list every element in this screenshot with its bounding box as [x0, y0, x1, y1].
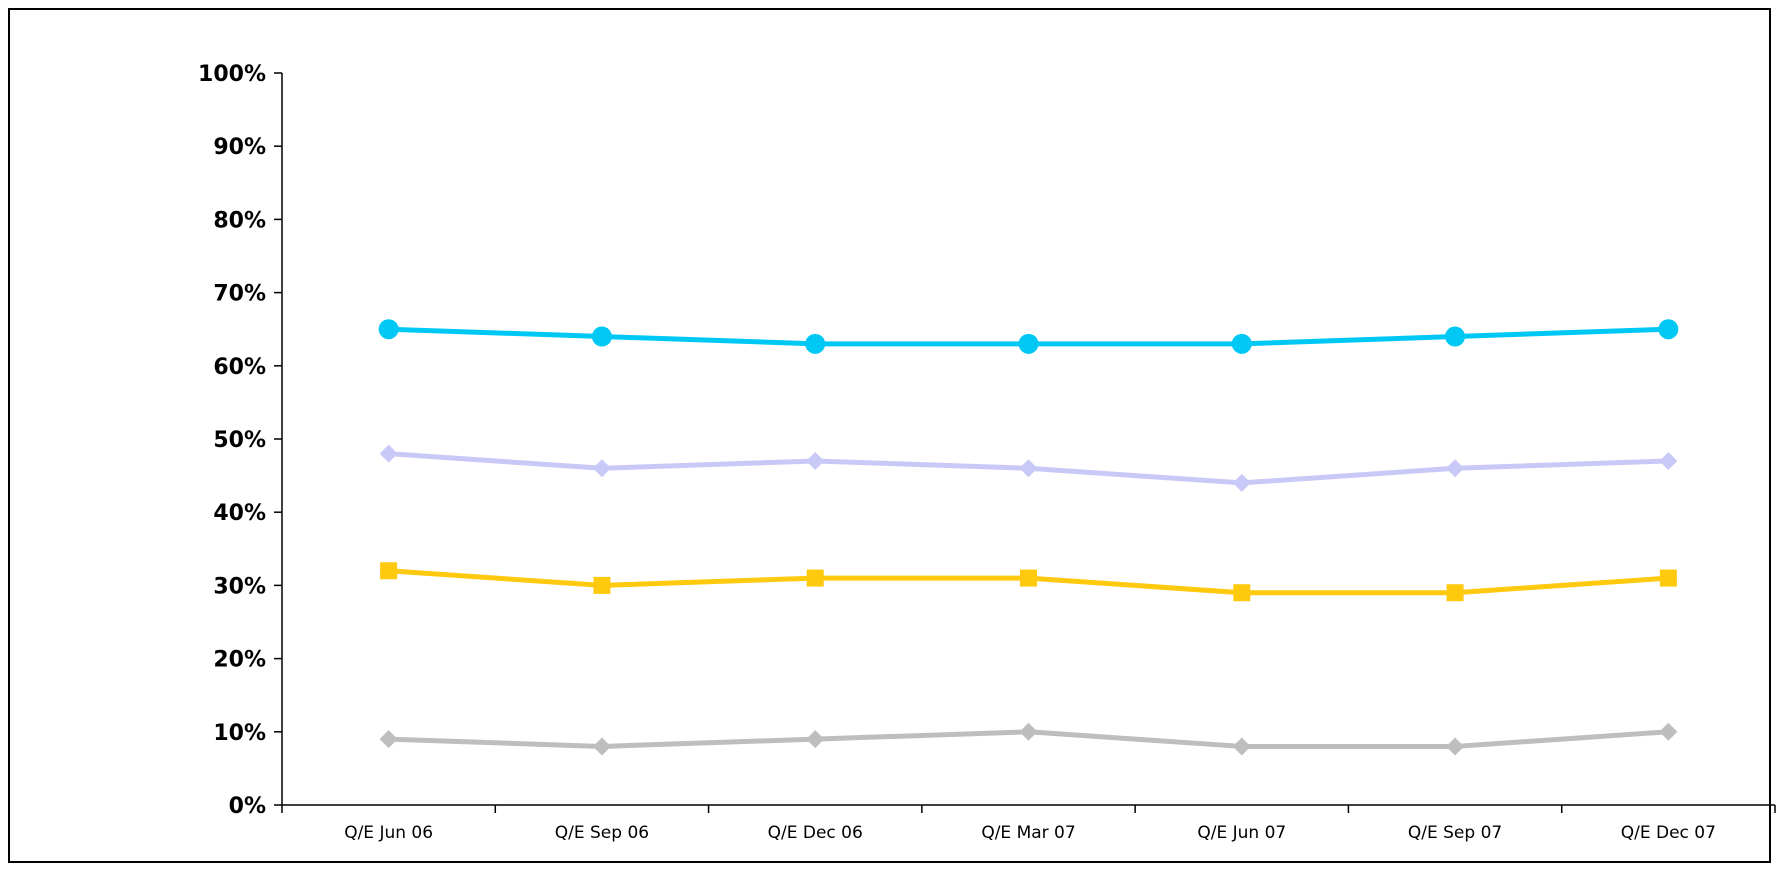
data-point — [592, 459, 611, 478]
x-tick-label: Q/E Sep 07 — [1408, 823, 1502, 843]
data-point — [380, 562, 398, 580]
x-tick-label: Q/E Sep 06 — [555, 823, 649, 843]
y-tick-label: 50% — [213, 428, 266, 453]
y-tick-label: 70% — [213, 282, 266, 307]
y-axis-tick-labels: 0% 10% 20% 30% 40% 50% 60% 70% 80% 90% 100% — [198, 62, 266, 819]
series-lines — [378, 319, 1679, 756]
data-point — [1233, 584, 1251, 602]
y-tick-label: 10% — [213, 721, 266, 746]
data-point — [805, 333, 826, 354]
series-1 — [378, 319, 1679, 354]
data-point — [591, 326, 612, 347]
data-point — [1231, 333, 1252, 354]
data-point — [1445, 326, 1466, 347]
data-point — [1019, 459, 1038, 478]
x-axis-tick-labels: Q/E Jun 06 Q/E Sep 06 Q/E Dec 06 Q/E Mar 07… — [344, 823, 1716, 843]
x-tick-label: Q/E Dec 06 — [768, 823, 863, 843]
data-point — [379, 444, 398, 463]
data-point — [1446, 737, 1465, 756]
series-3 — [380, 562, 1677, 602]
data-point — [806, 730, 825, 749]
y-tick-label: 0% — [229, 794, 266, 819]
series-4 — [379, 722, 1678, 756]
y-tick-label: 60% — [213, 355, 266, 380]
data-point — [1658, 319, 1679, 340]
data-point — [1659, 722, 1678, 741]
x-tick-label: Q/E Jun 06 — [344, 823, 433, 843]
x-tick-label: Q/E Dec 07 — [1621, 823, 1716, 843]
data-point — [378, 319, 399, 340]
axes — [274, 72, 1776, 813]
data-point — [593, 576, 611, 594]
series-2 — [379, 444, 1678, 492]
data-point — [1232, 737, 1251, 756]
y-tick-label: 100% — [198, 62, 266, 87]
data-point — [806, 569, 824, 587]
data-point — [1232, 473, 1251, 492]
data-point — [1659, 569, 1677, 587]
x-tick-label: Q/E Jun 07 — [1197, 823, 1286, 843]
data-point — [1018, 333, 1039, 354]
data-point — [379, 730, 398, 749]
x-tick-label: Q/E Mar 07 — [981, 823, 1075, 843]
y-tick-label: 30% — [213, 574, 266, 599]
data-point — [1446, 584, 1464, 602]
data-point — [1019, 722, 1038, 741]
data-point — [592, 737, 611, 756]
y-tick-label: 20% — [213, 648, 266, 673]
chart-frame — [8, 8, 1771, 863]
data-point — [1446, 459, 1465, 478]
data-point — [806, 451, 825, 470]
y-tick-label: 40% — [213, 501, 266, 526]
y-tick-label: 80% — [213, 208, 266, 233]
data-point — [1659, 451, 1678, 470]
y-tick-label: 90% — [213, 135, 266, 160]
data-point — [1020, 569, 1037, 587]
